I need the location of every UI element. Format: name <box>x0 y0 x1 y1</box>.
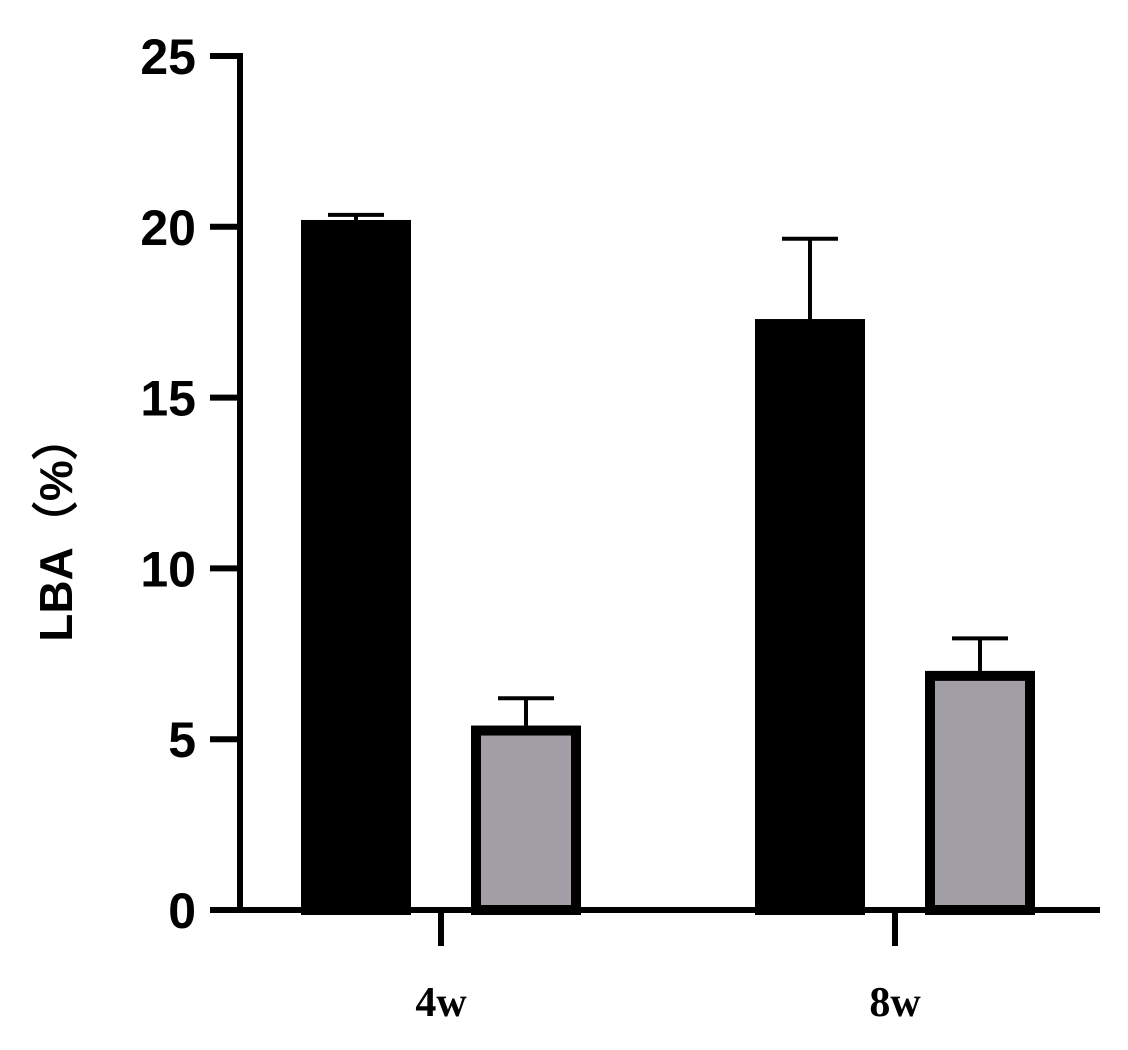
bars-layer <box>301 219 1035 916</box>
y-tick-label-20: 20 <box>140 200 196 256</box>
y-axis-title: LBA（%） <box>30 414 82 641</box>
axes-layer <box>237 53 1100 913</box>
bar-series1-4w <box>301 219 411 915</box>
y-tick-label-25: 25 <box>140 29 196 85</box>
x-tick-label-8w: 8w <box>869 980 921 1026</box>
y-tick-label-15: 15 <box>140 371 196 427</box>
x-tick-label-4w: 4w <box>415 980 467 1026</box>
y-tick-label-5: 5 <box>168 712 196 768</box>
bar-series1-8w <box>755 319 865 916</box>
y-tick-label-10: 10 <box>140 541 196 597</box>
y-tick-label-0: 0 <box>168 883 196 939</box>
x-ticks-layer: 4w 8w <box>415 910 921 1026</box>
error-bars-layer <box>328 212 1008 726</box>
bar-series2-4w <box>471 725 581 916</box>
y-ticks-layer: 0 5 10 15 20 25 <box>140 29 240 939</box>
bar-series2-8w <box>925 670 1035 915</box>
